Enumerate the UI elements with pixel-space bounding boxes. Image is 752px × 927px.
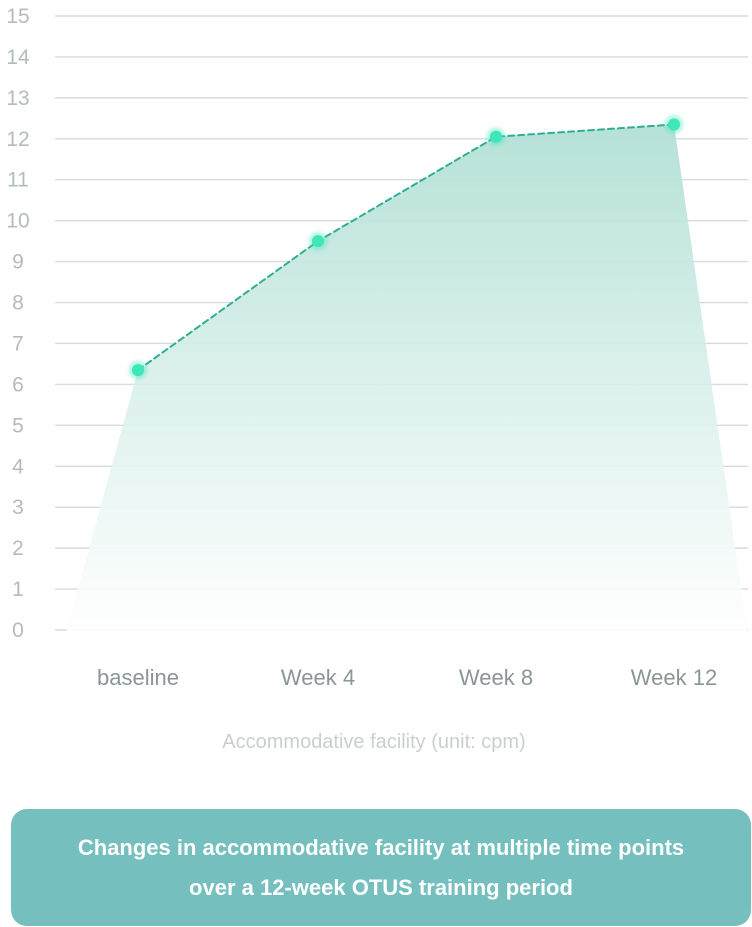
x-tick-label: baseline [97,665,179,690]
y-tick-label: 4 [12,455,24,478]
x-axis-label: Accommodative facility (unit: cpm) [222,731,525,753]
data-point-week-8 [487,127,505,146]
data-point-week-4 [309,232,327,251]
area-polygon [65,124,748,637]
y-tick-label: 10 [6,210,29,233]
data-point-baseline [129,361,147,380]
data-point-week-12 [665,115,683,134]
x-tick-label: Week 4 [281,665,355,690]
y-tick-label: 15 [6,5,29,28]
y-tick-label: 9 [12,251,24,274]
y-tick-label: 1 [12,578,24,601]
y-tick-label: 2 [12,537,24,560]
data-points [129,115,683,380]
area-fill [65,124,748,637]
y-tick-label: 14 [6,46,30,69]
caption-text: Changes in accommodative facility at mul… [78,828,684,908]
x-axis-ticks: baseline Week 4 Week 8 Week 12 [97,665,717,690]
caption-box: Changes in accommodative facility at mul… [11,809,751,926]
y-tick-label: 5 [12,414,24,437]
y-tick-label: 12 [6,128,29,151]
series-line [137,123,675,372]
y-tick-label: 3 [12,496,24,519]
y-tick-label: 6 [12,373,24,396]
y-tick-label: 0 [12,619,24,642]
y-tick-label: 13 [6,87,29,110]
y-tick-label: 7 [12,332,24,355]
caption-line-2: over a 12-week OTUS training period [189,874,573,900]
y-tick-label: 8 [12,292,24,315]
series-polyline [137,123,675,372]
caption-line-1: Changes in accommodative facility at mul… [77,834,685,860]
y-tick-label: 11 [7,169,29,192]
x-tick-label: Week 8 [459,665,533,690]
x-tick-label: Week 12 [631,665,717,690]
